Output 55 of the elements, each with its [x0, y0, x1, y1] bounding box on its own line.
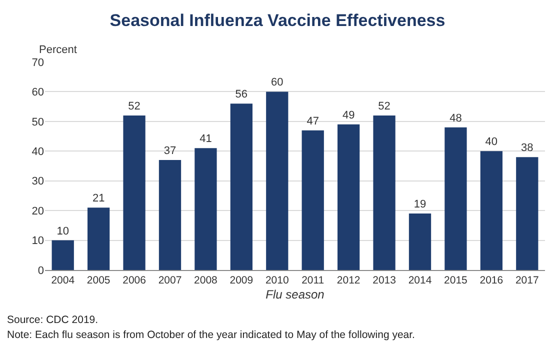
y-tick-label: 70 — [32, 56, 44, 69]
bar — [480, 151, 502, 270]
bar — [516, 157, 538, 270]
x-tick-label: 2014 — [408, 274, 432, 287]
chart-title: Seasonal Influenza Vaccine Effectiveness — [110, 10, 446, 30]
x-tick-label: 2009 — [230, 274, 254, 287]
data-label: 47 — [306, 115, 319, 128]
bar — [123, 115, 146, 270]
data-label: 37 — [164, 145, 176, 158]
data-label: 41 — [200, 133, 212, 146]
y-tick-label: 30 — [32, 176, 44, 188]
data-label: 21 — [92, 192, 105, 205]
x-tick-label: 2013 — [372, 274, 396, 287]
text: Note: Each flu season is from October of the year indicated to May of the following year. — [7, 329, 415, 341]
x-tick-label: 2004 — [51, 274, 75, 287]
data-label: 19 — [414, 198, 426, 211]
y-tick-label: 0 — [38, 264, 44, 277]
bar — [230, 104, 252, 270]
bar — [444, 127, 467, 270]
x-tick-label: 2007 — [158, 274, 182, 287]
x-tick-label: 2005 — [86, 274, 110, 287]
x-axis-title: Flu season — [266, 288, 325, 302]
data-label: 48 — [450, 112, 462, 124]
x-tick-label: 2012 — [336, 274, 360, 287]
bar — [88, 208, 110, 270]
source-note: Source: CDC 2019. — [7, 314, 98, 326]
data-label: 49 — [342, 109, 355, 122]
x-tick-label: 2015 — [444, 274, 468, 287]
data-label: 10 — [56, 225, 69, 238]
bar — [266, 92, 288, 270]
bar — [338, 124, 360, 270]
y-tick-label: 50 — [32, 116, 44, 128]
bar — [408, 214, 432, 270]
data-label: 38 — [521, 142, 534, 154]
bar — [52, 240, 74, 270]
data-label: 52 — [128, 100, 140, 112]
data-label: 40 — [485, 136, 498, 148]
y-tick-label: 20 — [32, 205, 44, 218]
y-tick-label: 10 — [32, 235, 44, 248]
data-label: 56 — [235, 88, 248, 101]
bar — [194, 148, 217, 270]
y-axis-title: Percent — [39, 44, 77, 56]
x-tick-label: 2008 — [194, 274, 218, 287]
y-tick-label: 40 — [32, 146, 44, 158]
bar — [373, 115, 396, 270]
bar — [158, 160, 182, 270]
x-tick-label: 2010 — [265, 274, 289, 287]
bar — [302, 130, 324, 270]
y-tick-label: 60 — [32, 86, 44, 99]
x-tick-label: 2011 — [302, 274, 324, 287]
x-tick-label: 2006 — [122, 274, 146, 287]
x-tick-label: 2016 — [480, 274, 504, 287]
x-tick-label: 2017 — [515, 274, 539, 287]
data-label: 52 — [378, 100, 390, 112]
data-label: 60 — [271, 76, 284, 89]
